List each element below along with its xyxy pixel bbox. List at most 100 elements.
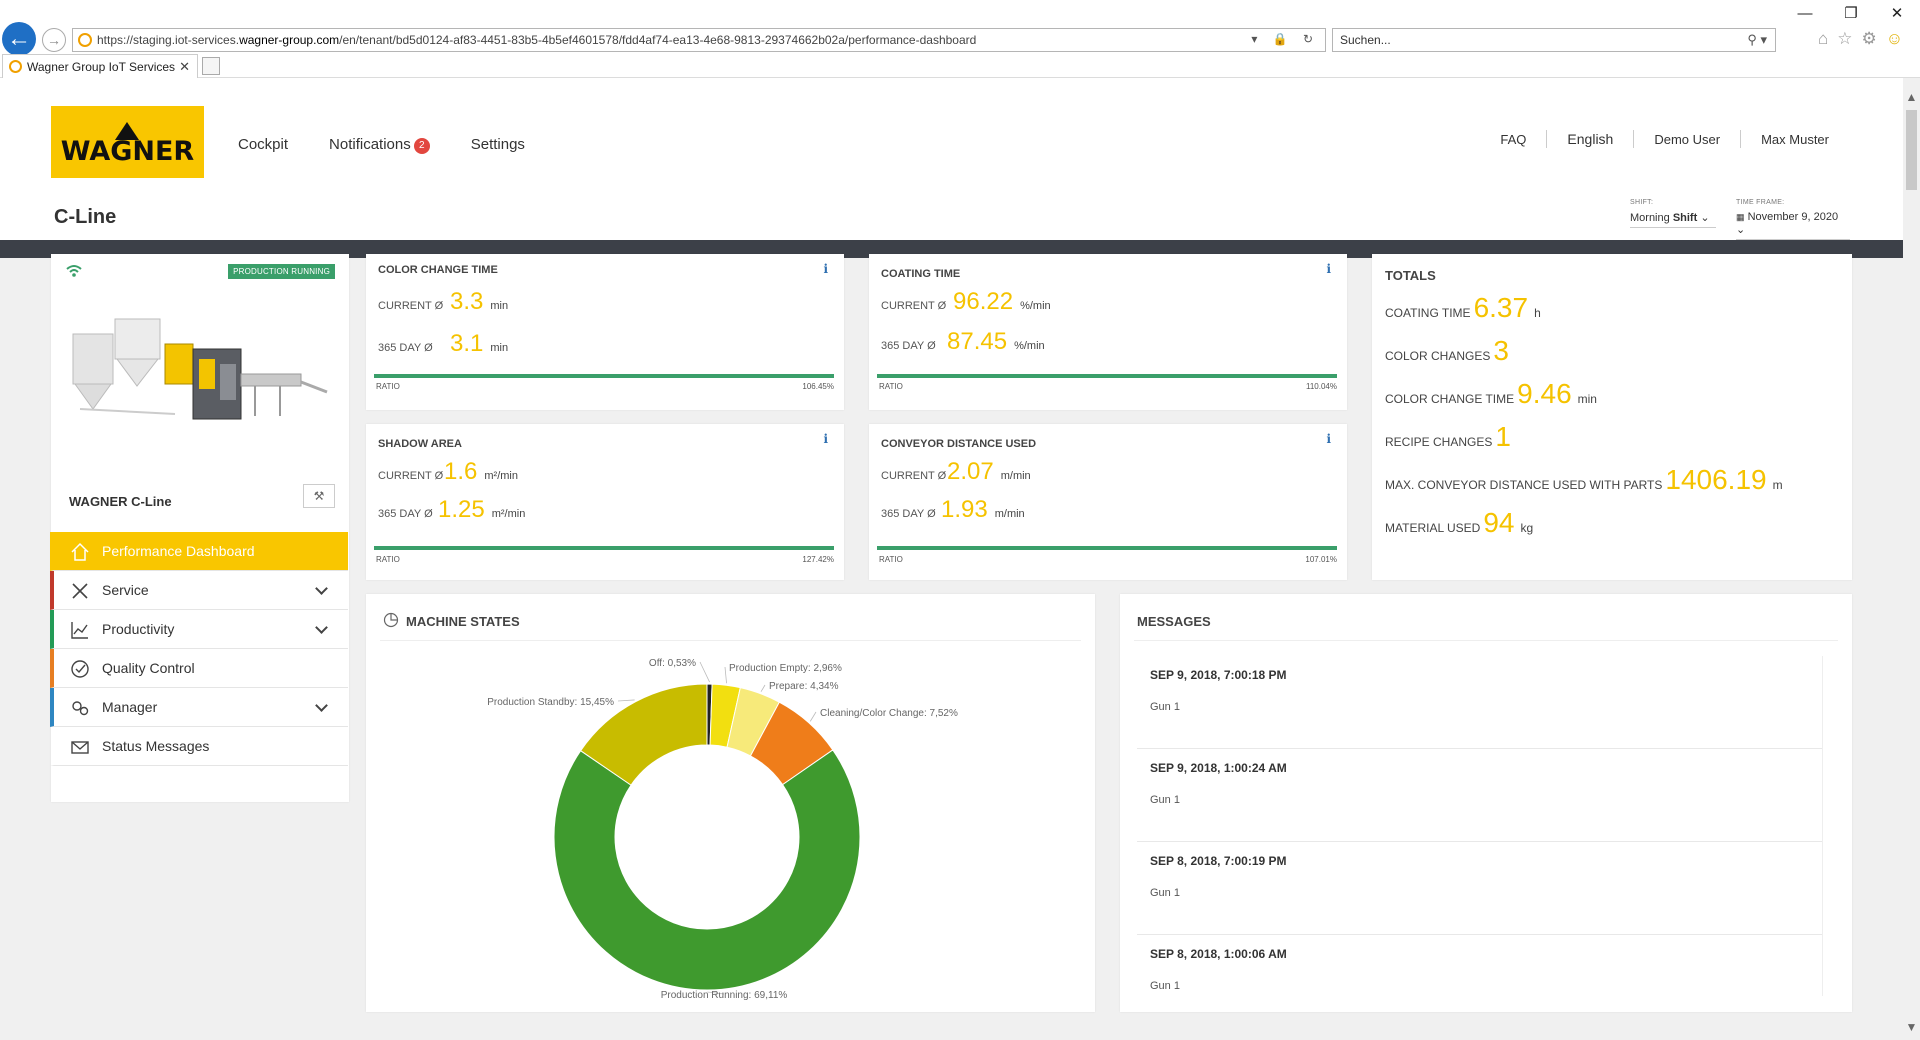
favorites-star-icon[interactable]: ☆: [1837, 29, 1853, 48]
timeframe-select[interactable]: ▦ November 9, 2020 ⌄: [1736, 211, 1850, 240]
chevron-down-icon[interactable]: [315, 582, 328, 595]
user-menu[interactable]: Max Muster: [1761, 131, 1829, 147]
total-unit: h: [1534, 306, 1541, 320]
message-date: SEP 9, 2018, 7:00:18 PM: [1150, 668, 1287, 682]
totals-title: TOTALS: [1385, 268, 1436, 283]
shift-label: SHIFT:: [1630, 199, 1654, 206]
donut-slice-label: Production Empty: 2,96%: [729, 663, 842, 674]
kpi-current-row: CURRENT Ø 2.07 m/min: [881, 458, 1031, 486]
scroll-thumb[interactable]: [1906, 110, 1917, 190]
timeframe-value: November 9, 2020: [1747, 211, 1839, 223]
chevron-down-icon[interactable]: [315, 699, 328, 712]
ratio-label: RATIO: [376, 382, 400, 391]
ratio-label: RATIO: [376, 555, 400, 564]
nav-settings[interactable]: Settings: [470, 136, 525, 153]
minimize-icon[interactable]: —: [1797, 4, 1813, 22]
sidebar-item-performance-dashboard[interactable]: Performance Dashboard: [50, 532, 348, 571]
timeframe-filter[interactable]: TIME FRAME: ▦ November 9, 2020 ⌄: [1736, 199, 1850, 240]
sidebar-item-service[interactable]: Service: [50, 571, 348, 610]
nav-notifications[interactable]: Notifications 2: [329, 136, 430, 154]
kpi-day-label: 365 DAY Ø: [881, 340, 936, 352]
back-button[interactable]: ←: [2, 22, 36, 56]
url-host: wagner-group.com: [239, 33, 340, 47]
url-prefix: https://staging.iot-services.: [97, 33, 240, 47]
total-label: RECIPE CHANGES: [1385, 435, 1493, 449]
shift-filter[interactable]: SHIFT: Morning Shift ⌄: [1630, 199, 1716, 228]
sidebar-item-status-messages[interactable]: Status Messages: [50, 727, 348, 766]
faq-link[interactable]: FAQ: [1500, 131, 1527, 147]
total-color-changes: COLOR CHANGES 3: [1385, 335, 1515, 367]
total-label: COLOR CHANGE TIME: [1385, 392, 1515, 406]
sidebar-item-productivity[interactable]: Productivity: [50, 610, 348, 649]
total-value: 3: [1493, 335, 1509, 366]
wagner-logo[interactable]: WAGNER: [51, 106, 204, 178]
browser-chrome: — ❐ ✕ ← → https://staging.iot-services. w…: [0, 0, 1920, 78]
home-icon[interactable]: ⌂: [1818, 29, 1829, 48]
shift-select[interactable]: Morning Shift ⌄: [1630, 211, 1716, 228]
sidebar-item-quality-control[interactable]: Quality Control: [50, 649, 348, 688]
nav-cockpit[interactable]: Cockpit: [238, 136, 289, 153]
scroll-up-arrow-icon[interactable]: ▲: [1905, 90, 1918, 104]
kpi-unit: m/min: [1000, 470, 1031, 482]
search-icon[interactable]: ⚲ ▾: [1747, 32, 1767, 47]
donut-slice-production-running[interactable]: [553, 749, 861, 991]
status-badge: PRODUCTION RUNNING: [228, 264, 335, 279]
tab-close-icon[interactable]: ✕: [179, 59, 190, 74]
info-icon[interactable]: i: [1326, 262, 1331, 276]
message-item[interactable]: SEP 8, 2018, 7:00:19 PM Gun 1: [1137, 842, 1822, 935]
message-source: Gun 1: [1150, 701, 1180, 713]
machine-sidebar: PRODUCTION RUNNING WAGNER C-Line ⚒ Perfo…: [50, 254, 349, 802]
restore-icon[interactable]: ❐: [1844, 5, 1858, 22]
totals-card: TOTALS COATING TIME 6.37 h COLOR CHANGES 3 …: [1372, 254, 1852, 580]
machine-states-donut-chart: Off: 0,53% Production Empty: 2,96% Prepare…: [487, 658, 958, 1001]
wifi-icon: [66, 265, 82, 277]
header-dark-bar: [0, 239, 1903, 258]
chevron-down-icon: ⌄: [1700, 212, 1710, 224]
kpi-current-value: 96.22: [953, 288, 1014, 315]
messages-card: MESSAGES SEP 9, 2018, 7:00:18 PM Gun 1 S…: [1120, 594, 1852, 1012]
donut-slice-production-standby[interactable]: [579, 683, 708, 786]
scroll-down-arrow-icon[interactable]: ▼: [1905, 1020, 1918, 1034]
total-label: COLOR CHANGES: [1385, 349, 1491, 363]
address-bar[interactable]: https://staging.iot-services. wagner-grou…: [72, 28, 1326, 52]
kpi-current-label: CURRENT Ø: [881, 300, 947, 312]
sidebar-item-manager[interactable]: Manager: [50, 688, 348, 727]
divider: [1134, 640, 1838, 641]
kpi-day-row: 365 DAY Ø 1.25 m²/min: [378, 496, 525, 524]
message-item[interactable]: SEP 9, 2018, 1:00:24 AM Gun 1: [1137, 749, 1822, 842]
info-icon[interactable]: i: [823, 262, 828, 276]
close-window-icon[interactable]: ✕: [1890, 5, 1904, 22]
donut-slice-label: Off: 0,53%: [649, 658, 696, 669]
forward-button[interactable]: →: [42, 28, 66, 52]
message-item[interactable]: SEP 9, 2018, 7:00:18 PM Gun 1: [1137, 656, 1822, 749]
language-selector[interactable]: English: [1567, 131, 1614, 147]
kpi-conveyor-distance: CONVEYOR DISTANCE USED i CURRENT Ø 2.07 m/…: [869, 424, 1347, 580]
kpi-unit: %/min: [1020, 300, 1051, 312]
demo-user-link[interactable]: Demo User: [1654, 131, 1721, 147]
feedback-smiley-icon[interactable]: ☺: [1885, 29, 1904, 48]
settings-gear-icon[interactable]: ⚙: [1861, 29, 1877, 48]
total-value: 1: [1495, 421, 1511, 452]
browser-toolbar: ⌂ ☆ ⚙ ☺: [1818, 29, 1903, 49]
info-icon[interactable]: i: [1326, 432, 1331, 446]
message-item[interactable]: SEP 8, 2018, 1:00:06 AM Gun 1: [1137, 935, 1822, 996]
total-value: 1406.19: [1665, 464, 1767, 495]
browser-tab[interactable]: Wagner Group IoT Services ✕: [2, 54, 198, 78]
total-value: 6.37: [1473, 292, 1529, 323]
chevron-down-icon: ⌄: [1736, 224, 1746, 236]
message-date: SEP 9, 2018, 1:00:24 AM: [1150, 761, 1287, 775]
info-icon[interactable]: i: [823, 432, 828, 446]
message-date: SEP 8, 2018, 1:00:06 AM: [1150, 947, 1287, 961]
new-tab-button[interactable]: [202, 57, 220, 75]
donut-slice-label: Production Standby: 15,45%: [487, 697, 614, 708]
address-bar-icons[interactable]: ▾ 🔒 ↻: [1251, 32, 1319, 46]
page-scrollbar[interactable]: ▲ ▼: [1903, 78, 1920, 1040]
sidebar-menu: Performance Dashboard Service Productivi…: [50, 532, 348, 766]
browser-search-input[interactable]: Suchen... ⚲ ▾: [1332, 28, 1776, 52]
messages-list[interactable]: SEP 9, 2018, 7:00:18 PM Gun 1 SEP 9, 201…: [1137, 656, 1823, 996]
machine-settings-button[interactable]: ⚒: [303, 484, 335, 508]
total-color-change-time: COLOR CHANGE TIME 9.46 min: [1385, 378, 1597, 410]
message-date: SEP 8, 2018, 7:00:19 PM: [1150, 854, 1287, 868]
machine-image: [72, 318, 328, 420]
chevron-down-icon[interactable]: [315, 621, 328, 634]
